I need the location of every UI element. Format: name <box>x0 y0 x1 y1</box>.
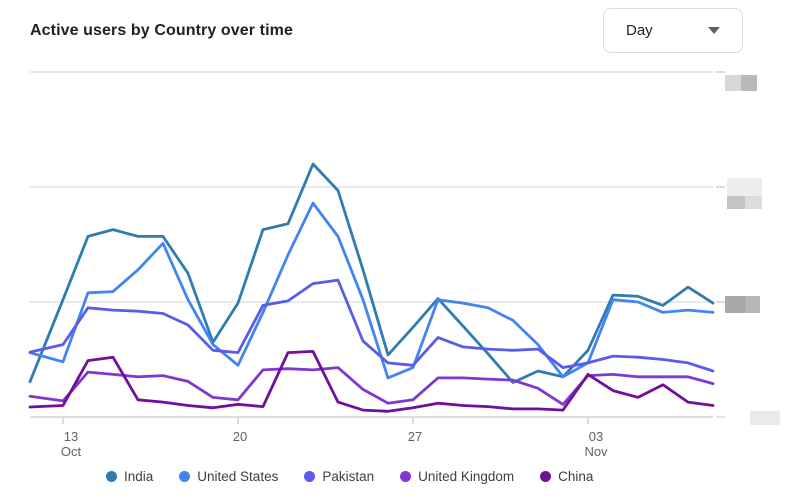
chevron-down-icon <box>708 27 720 34</box>
legend-item-united-kingdom[interactable]: United Kingdom <box>400 469 514 484</box>
svg-text:27: 27 <box>408 429 422 444</box>
svg-text:03: 03 <box>589 429 603 444</box>
gridlines <box>30 71 725 424</box>
redacted-y-axis-labels <box>725 75 780 425</box>
legend-item-india[interactable]: India <box>106 469 153 484</box>
legend-label: Pakistan <box>322 469 375 484</box>
svg-text:20: 20 <box>233 429 247 444</box>
chart-legend: India United States Pakistan United Kingdom… <box>106 469 593 484</box>
legend-label: United Kingdom <box>418 469 515 484</box>
legend-item-united-states[interactable]: United States <box>179 469 278 484</box>
chart-series-lines <box>28 162 715 413</box>
svg-text:Nov: Nov <box>584 444 608 459</box>
svg-text:13: 13 <box>64 429 78 444</box>
chart-title: Active users by Country over time <box>30 22 293 39</box>
interval-dropdown-value: Day <box>626 22 653 39</box>
legend-dot-icon <box>179 471 191 482</box>
legend-label: United States <box>197 469 279 484</box>
legend-dot-icon <box>304 471 316 482</box>
interval-dropdown[interactable]: Day <box>603 8 743 53</box>
legend-dot-icon <box>106 471 117 482</box>
svg-text:Oct: Oct <box>61 444 82 459</box>
legend-item-china[interactable]: China <box>540 469 593 484</box>
card-header: Active users by Country over time Day <box>0 0 787 60</box>
legend-dot-icon <box>400 471 412 482</box>
legend-dot-icon <box>540 471 552 482</box>
legend-item-pakistan[interactable]: Pakistan <box>304 469 374 484</box>
legend-label: India <box>124 469 154 484</box>
legend-label: China <box>558 469 594 484</box>
